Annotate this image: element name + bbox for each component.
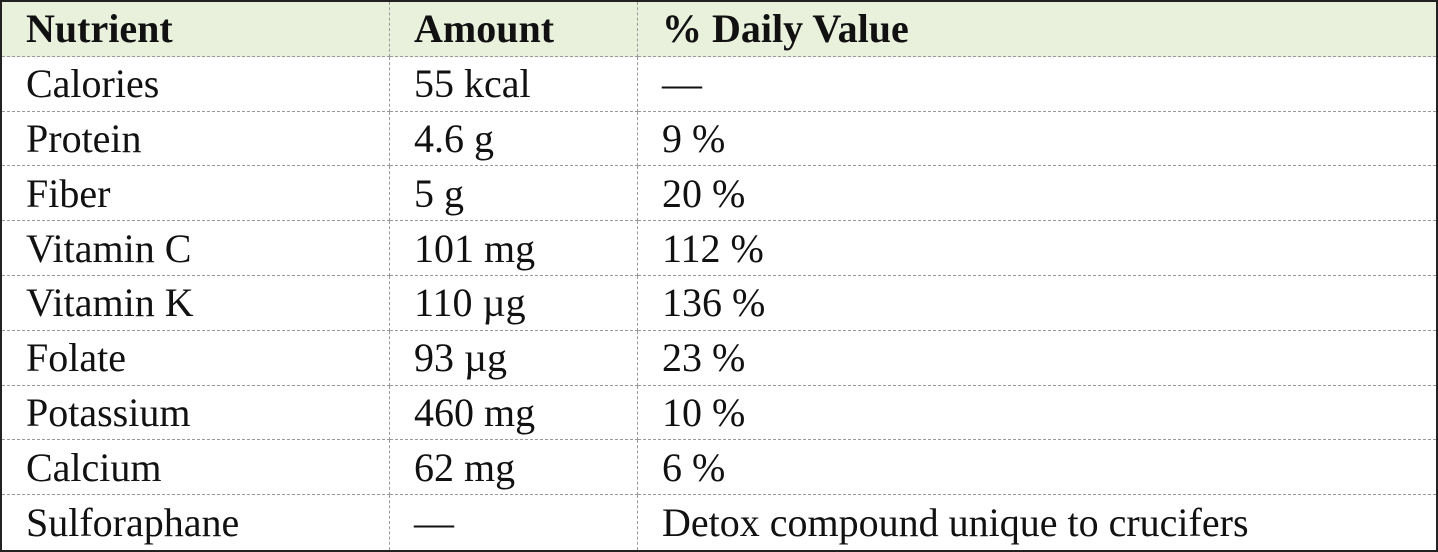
table-cell: 460 mg (390, 385, 638, 441)
table-cell: 93 µg (390, 330, 638, 386)
table-cell: Potassium (2, 385, 390, 441)
table-cell: Sulforaphane (2, 495, 390, 550)
table-cell: 5 g (390, 166, 638, 222)
table-cell: 101 mg (390, 221, 638, 276)
table-cell: Vitamin K (2, 275, 390, 331)
header-cell: Amount (390, 2, 638, 57)
table-cell: 4.6 g (390, 111, 638, 167)
table-cell: 20 % (638, 166, 1436, 222)
table-cell: 23 % (638, 331, 1436, 386)
header-cell: % Daily Value (638, 2, 1436, 57)
table-cell: Calories (2, 56, 390, 112)
table-cell: 110 µg (390, 275, 638, 331)
table-cell: 136 % (638, 276, 1436, 331)
table-cell: Vitamin C (2, 221, 390, 276)
header-cell: Nutrient (2, 2, 390, 57)
table-cell: — (638, 57, 1436, 112)
table-cell: — (390, 495, 638, 550)
table-cell: 10 % (638, 386, 1436, 441)
table-cell: Fiber (2, 166, 390, 222)
table-cell: Protein (2, 111, 390, 167)
table-cell: Folate (2, 330, 390, 386)
table-cell: 6 % (638, 440, 1436, 496)
table-cell: 55 kcal (390, 56, 638, 112)
table-cell: 62 mg (390, 440, 638, 496)
table-cell: 112 % (638, 221, 1436, 276)
table-cell: Calcium (2, 440, 390, 496)
table-cell: Detox compound unique to crucifers (662, 500, 1249, 546)
table-cell: 9 % (638, 112, 1436, 167)
